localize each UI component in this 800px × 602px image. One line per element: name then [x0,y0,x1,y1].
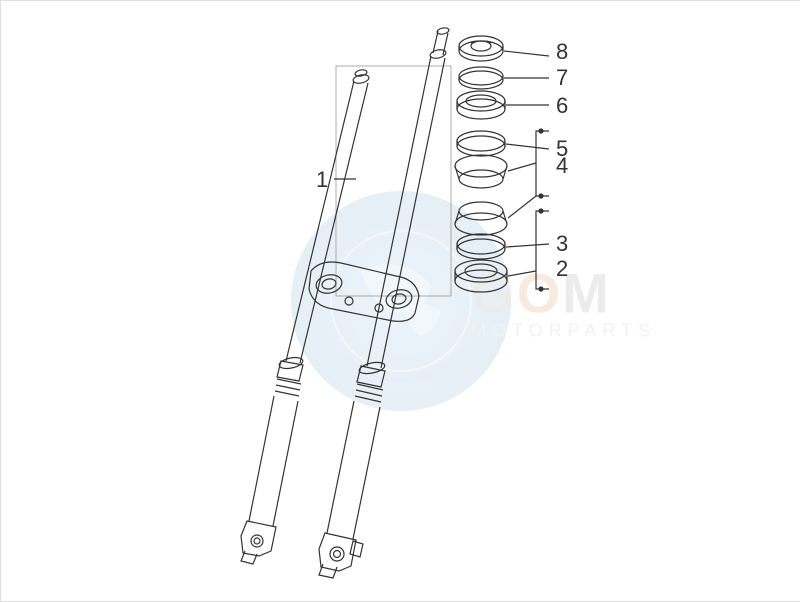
part-dust-seal [457,91,505,119]
part-lower-seal [455,260,507,292]
callout-3: 3 [556,231,568,257]
callout-7: 7 [556,65,568,91]
part-right-fork-tube [367,27,449,368]
part-lock-ring [459,67,503,89]
part-lower-bearing-cup [455,202,507,235]
diagram-container: GOM MOTORPARTS [0,0,800,602]
part-top-nut [459,36,503,61]
part-left-fork-tube [286,69,370,363]
callout-5: 5 [556,136,568,162]
callout-6: 6 [556,93,568,119]
callout-1: 1 [316,167,328,193]
part-left-fork-slider [241,356,304,564]
callout-8: 8 [556,39,568,65]
part-upper-race [457,131,505,156]
part-right-fork-slider [319,360,386,578]
part-lower-race [457,234,505,259]
part-triple-clamp [309,262,419,321]
part-upper-bearing-cup [455,155,507,188]
callout-2: 2 [556,256,568,282]
fork-assembly-diagram [1,1,800,601]
